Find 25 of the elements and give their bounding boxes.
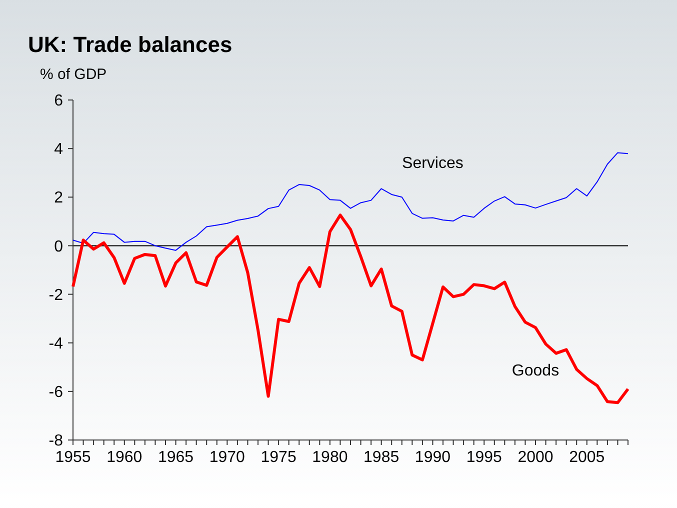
x-tick-label: 1960 (106, 449, 142, 466)
x-tick-label: 1980 (312, 449, 348, 466)
x-tick-label: 1990 (414, 449, 451, 466)
y-tick-label: -6 (48, 384, 64, 402)
series-label: Services (402, 154, 464, 172)
x-tick-label: 1985 (364, 449, 400, 466)
x-tick-label: 2005 (569, 449, 605, 466)
line-series (72, 214, 630, 404)
line-series (72, 152, 628, 251)
y-tick-label: -2 (48, 286, 64, 304)
x-tick-label: 1955 (55, 449, 91, 466)
x-tick-label: 1965 (158, 449, 194, 466)
chart-title: UK: Trade balances (28, 32, 232, 57)
y-tick-label: 6 (54, 92, 64, 110)
y-tick-label: -8 (48, 432, 64, 450)
y-tick-label: 2 (54, 190, 64, 207)
y-tick-label: 0 (54, 238, 64, 256)
y-tick-label: 4 (54, 141, 64, 158)
x-tick-label: 1975 (260, 449, 296, 466)
x-tick-label: 1995 (466, 449, 502, 466)
y-tick-label: -4 (48, 335, 64, 352)
x-tick-label: 2000 (518, 449, 554, 466)
series-label: Goods (512, 362, 560, 380)
x-tick-label: 1970 (209, 449, 246, 466)
y-axis-title: % of GDP (40, 66, 107, 83)
